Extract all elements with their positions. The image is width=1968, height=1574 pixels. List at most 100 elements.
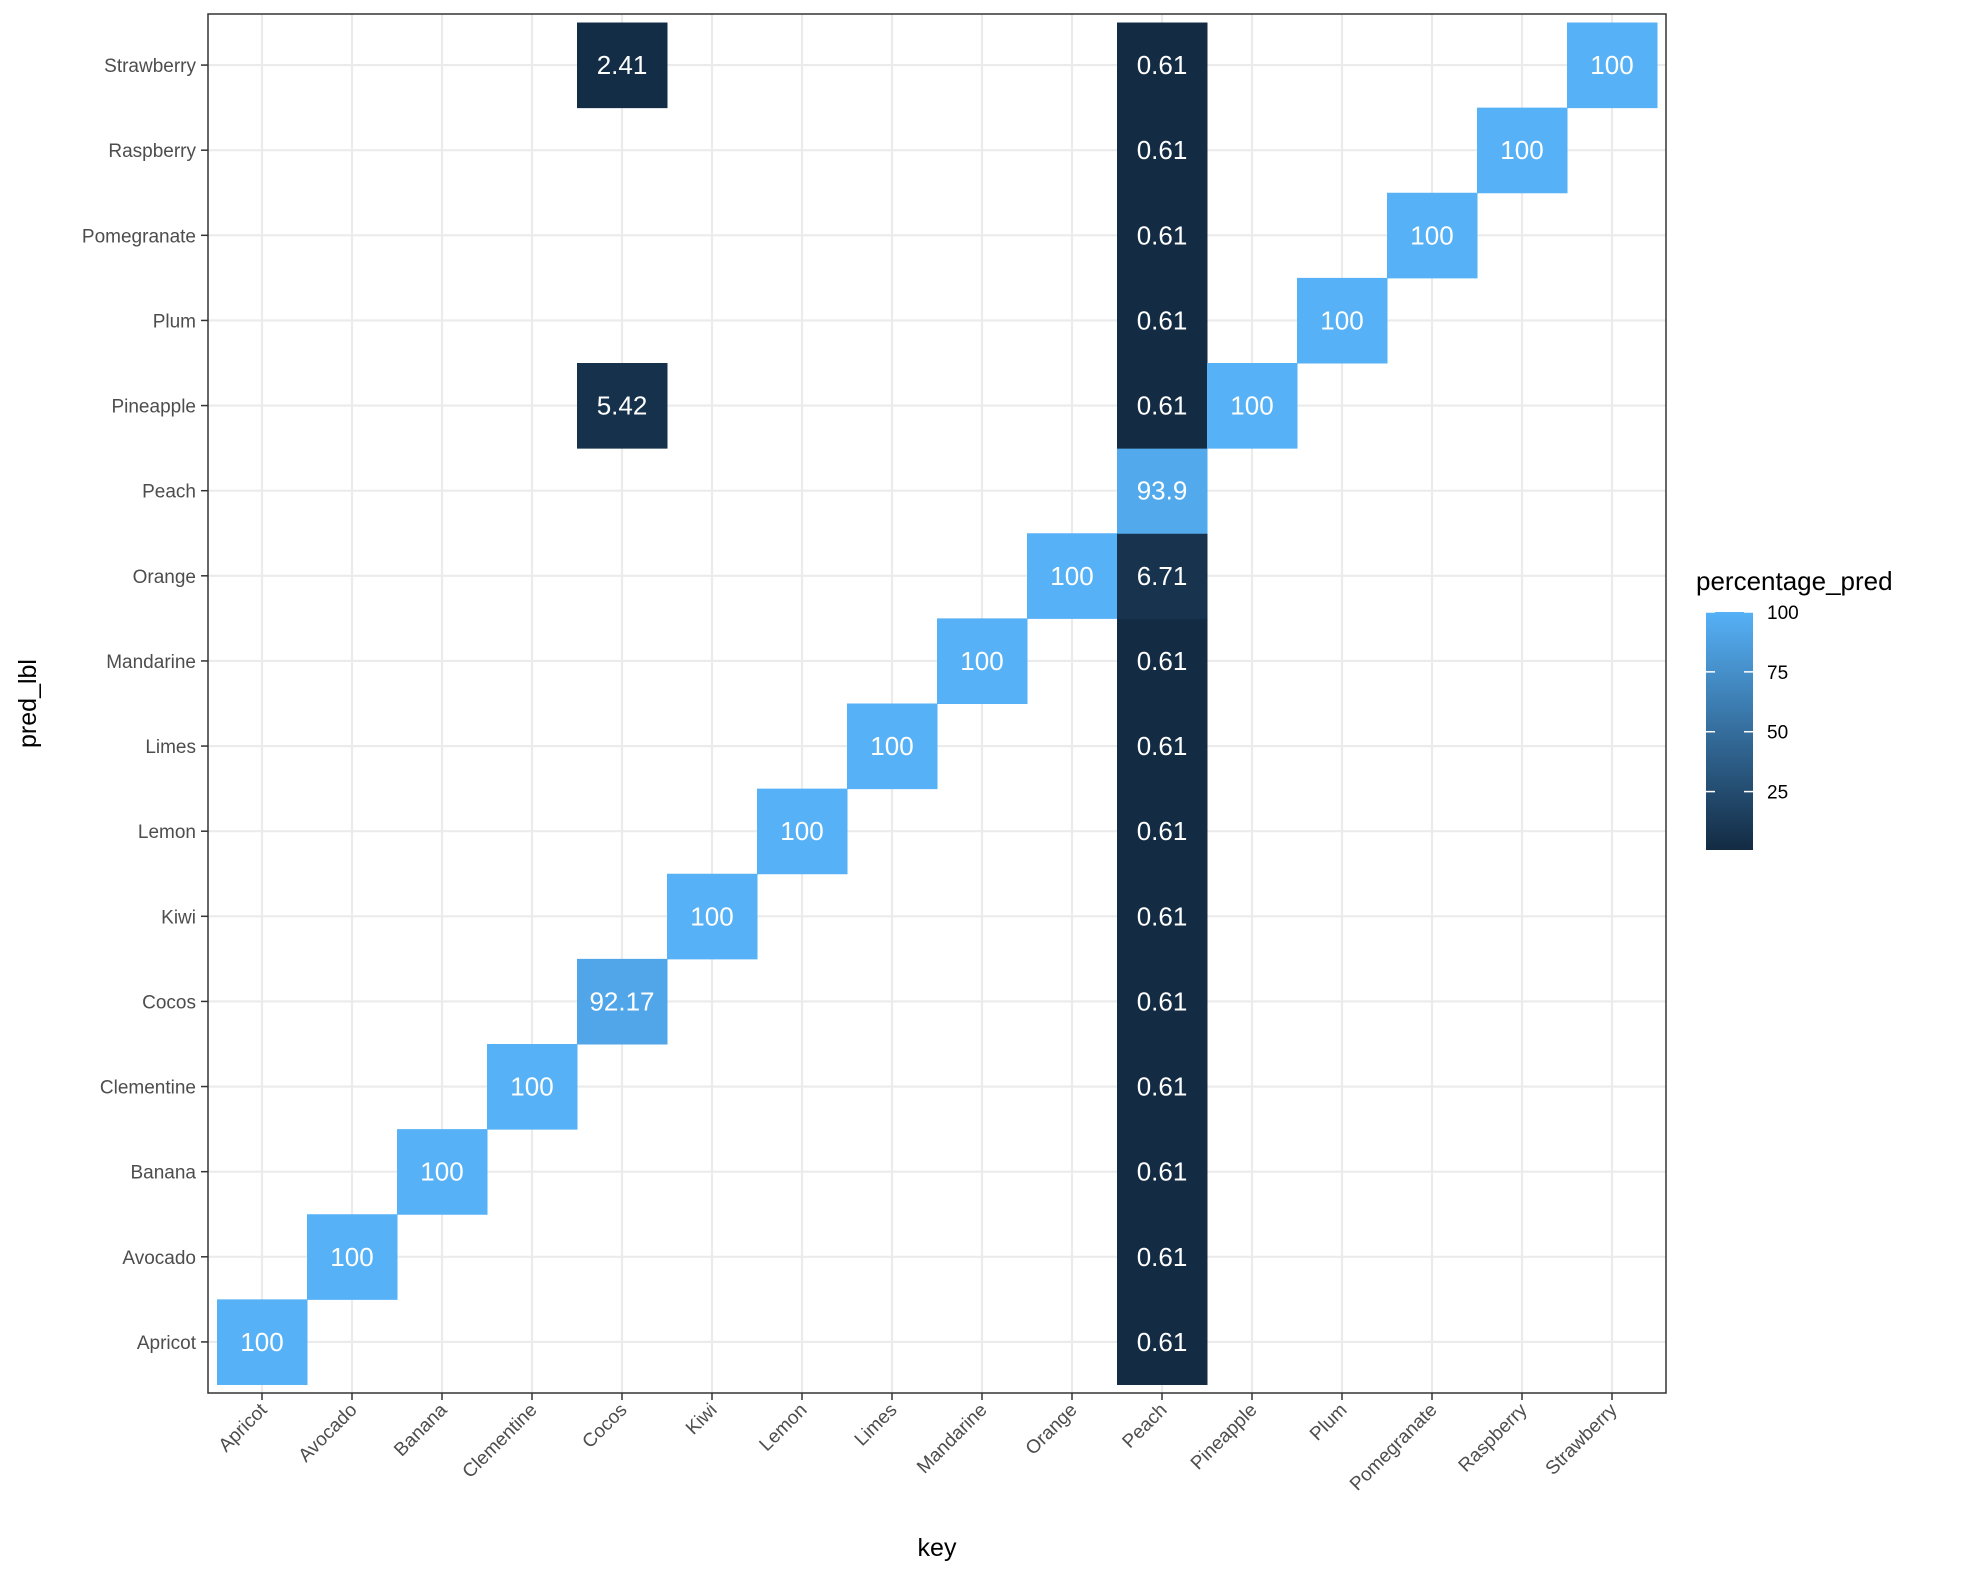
y-tick-label-lemon: Lemon <box>138 822 196 843</box>
cells-layer <box>217 22 1658 1385</box>
heatmap-cell-peach-raspberry <box>1117 107 1208 194</box>
x-tick-label-banana: Banana <box>390 1399 451 1460</box>
heatmap-cell-peach-mandarine <box>1117 618 1208 704</box>
x-tick-label-clementine: Clementine <box>459 1400 542 1483</box>
x-tick-label-mandarine: Mandarine <box>913 1400 991 1478</box>
heatmap-cell-peach-kiwi <box>1117 873 1208 960</box>
legend-break-label-25: 25 <box>1767 783 1788 804</box>
heatmap-cell-peach-avocado <box>1117 1214 1208 1300</box>
heatmap-cell-peach-strawberry <box>1117 22 1208 109</box>
cell-label-cocos-pineapple: 5.42 <box>597 391 648 421</box>
cell-label-pomegranate-pomegranate: 100 <box>1410 220 1453 250</box>
heatmap-cell-peach-cocos <box>1117 958 1208 1045</box>
cell-label-peach-apricot: 0.61 <box>1137 1327 1188 1357</box>
legend-break-label-100: 100 <box>1767 603 1799 624</box>
legend-ticks: 25 50 75 100 <box>1706 603 1799 804</box>
x-tick-label-avocado: Avocado <box>295 1400 362 1467</box>
heatmap-cell-cocos-strawberry <box>577 22 668 109</box>
x-tick-label-pomegranate: Pomegranate <box>1346 1400 1442 1496</box>
y-tick-label-clementine: Clementine <box>100 1078 196 1099</box>
cell-label-strawberry-strawberry: 100 <box>1590 50 1633 80</box>
heatmap-cell-peach-orange <box>1117 533 1208 619</box>
y-tick-label-apricot: Apricot <box>137 1333 197 1354</box>
heatmap-cell-peach-peach <box>1117 448 1208 534</box>
x-tick-label-strawberry: Strawberry <box>1542 1399 1622 1479</box>
heatmap-cell-peach-banana <box>1117 1129 1208 1215</box>
cell-label-cocos-cocos: 92.17 <box>589 986 654 1016</box>
y-tick-label-cocos: Cocos <box>142 992 196 1013</box>
heatmap-cell-apricot-apricot <box>217 1299 308 1385</box>
cell-label-mandarine-mandarine: 100 <box>960 646 1003 676</box>
cell-label-banana-banana: 100 <box>420 1157 463 1187</box>
x-tick-label-lemon: Lemon <box>756 1400 812 1456</box>
x-axis-title: key <box>918 1534 957 1562</box>
cell-label-peach-banana: 0.61 <box>1137 1157 1188 1187</box>
heatmap-cell-cocos-cocos <box>577 958 668 1045</box>
cell-label-raspberry-raspberry: 100 <box>1500 135 1543 165</box>
cell-label-peach-plum: 0.61 <box>1137 305 1188 335</box>
heatmap-cell-peach-limes <box>1117 703 1208 790</box>
x-tick-label-plum: Plum <box>1306 1400 1351 1445</box>
cell-label-clementine-clementine: 100 <box>510 1072 553 1102</box>
x-tick-label-pineapple: Pineapple <box>1187 1400 1262 1475</box>
y-axis-title: pred_lbl <box>14 659 42 748</box>
cell-label-peach-raspberry: 0.61 <box>1137 135 1188 165</box>
cell-label-limes-limes: 100 <box>870 731 913 761</box>
heatmap-cell-banana-banana <box>397 1129 488 1215</box>
heatmap-cell-pineapple-pineapple <box>1207 363 1298 449</box>
heatmap-cell-clementine-clementine <box>487 1043 578 1130</box>
cell-label-peach-pomegranate: 0.61 <box>1137 220 1188 250</box>
color-legend: percentage_pred 25 50 75 100 <box>1696 566 1893 850</box>
heatmap-cell-pomegranate-pomegranate <box>1387 192 1478 279</box>
cell-label-peach-mandarine: 0.61 <box>1137 646 1188 676</box>
cell-label-cocos-strawberry: 2.41 <box>597 50 648 80</box>
x-tick-label-orange: Orange <box>1022 1400 1082 1460</box>
cell-label-plum-plum: 100 <box>1320 305 1363 335</box>
heatmap-cell-avocado-avocado <box>307 1214 398 1300</box>
heatmap-cell-peach-clementine <box>1117 1043 1208 1130</box>
y-tick-label-orange: Orange <box>133 567 196 588</box>
heatmap-cell-peach-pineapple <box>1117 363 1208 449</box>
legend-title: percentage_pred <box>1696 566 1893 596</box>
heatmap-cell-peach-apricot <box>1117 1299 1208 1385</box>
heatmap-cell-mandarine-mandarine <box>937 618 1028 704</box>
heatmap-cell-kiwi-kiwi <box>667 873 758 960</box>
y-tick-label-limes: Limes <box>145 737 196 758</box>
x-tick-label-limes: Limes <box>851 1400 902 1451</box>
heatmap-cell-peach-lemon <box>1117 788 1208 875</box>
cell-label-peach-limes: 0.61 <box>1137 731 1188 761</box>
panel-border <box>207 13 1667 1394</box>
x-tick-label-apricot: Apricot <box>215 1399 272 1456</box>
cell-label-peach-avocado: 0.61 <box>1137 1242 1188 1272</box>
legend-break-label-75: 75 <box>1767 663 1788 684</box>
legend-break-label-50: 50 <box>1767 723 1788 744</box>
x-tick-label-kiwi: Kiwi <box>682 1400 721 1439</box>
heatmap-cell-limes-limes <box>847 703 938 790</box>
cell-label-orange-orange: 100 <box>1050 561 1093 591</box>
y-tick-label-pomegranate: Pomegranate <box>82 226 196 247</box>
cell-label-peach-cocos: 0.61 <box>1137 986 1188 1016</box>
heatmap-cell-orange-orange <box>1027 533 1118 619</box>
x-tick-label-raspberry: Raspberry <box>1455 1399 1532 1476</box>
y-tick-label-mandarine: Mandarine <box>106 652 196 673</box>
heatmap-cell-lemon-lemon <box>757 788 848 875</box>
y-tick-label-banana: Banana <box>130 1163 196 1184</box>
cell-label-peach-kiwi: 0.61 <box>1137 901 1188 931</box>
y-tick-label-avocado: Avocado <box>122 1248 196 1269</box>
y-tick-label-strawberry: Strawberry <box>104 56 196 77</box>
cell-label-peach-strawberry: 0.61 <box>1137 50 1188 80</box>
cell-label-avocado-avocado: 100 <box>330 1242 373 1272</box>
cell-labels-layer: 100 100 100 100 92.17 5.42 2.41 100 100 100 100 100… <box>240 50 1633 1357</box>
y-tick-label-kiwi: Kiwi <box>161 907 196 928</box>
x-tick-label-cocos: Cocos <box>579 1400 632 1453</box>
heatmap-cell-strawberry-strawberry <box>1567 22 1658 109</box>
heatmap-cell-raspberry-raspberry <box>1477 107 1568 194</box>
x-tick-label-peach: Peach <box>1119 1400 1172 1453</box>
cell-label-peach-peach: 93.9 <box>1137 476 1188 506</box>
heatmap-cell-cocos-pineapple <box>577 363 668 449</box>
heatmap-cell-peach-plum <box>1117 277 1208 364</box>
cell-label-kiwi-kiwi: 100 <box>690 901 733 931</box>
cell-label-apricot-apricot: 100 <box>240 1327 283 1357</box>
cell-label-lemon-lemon: 100 <box>780 816 823 846</box>
